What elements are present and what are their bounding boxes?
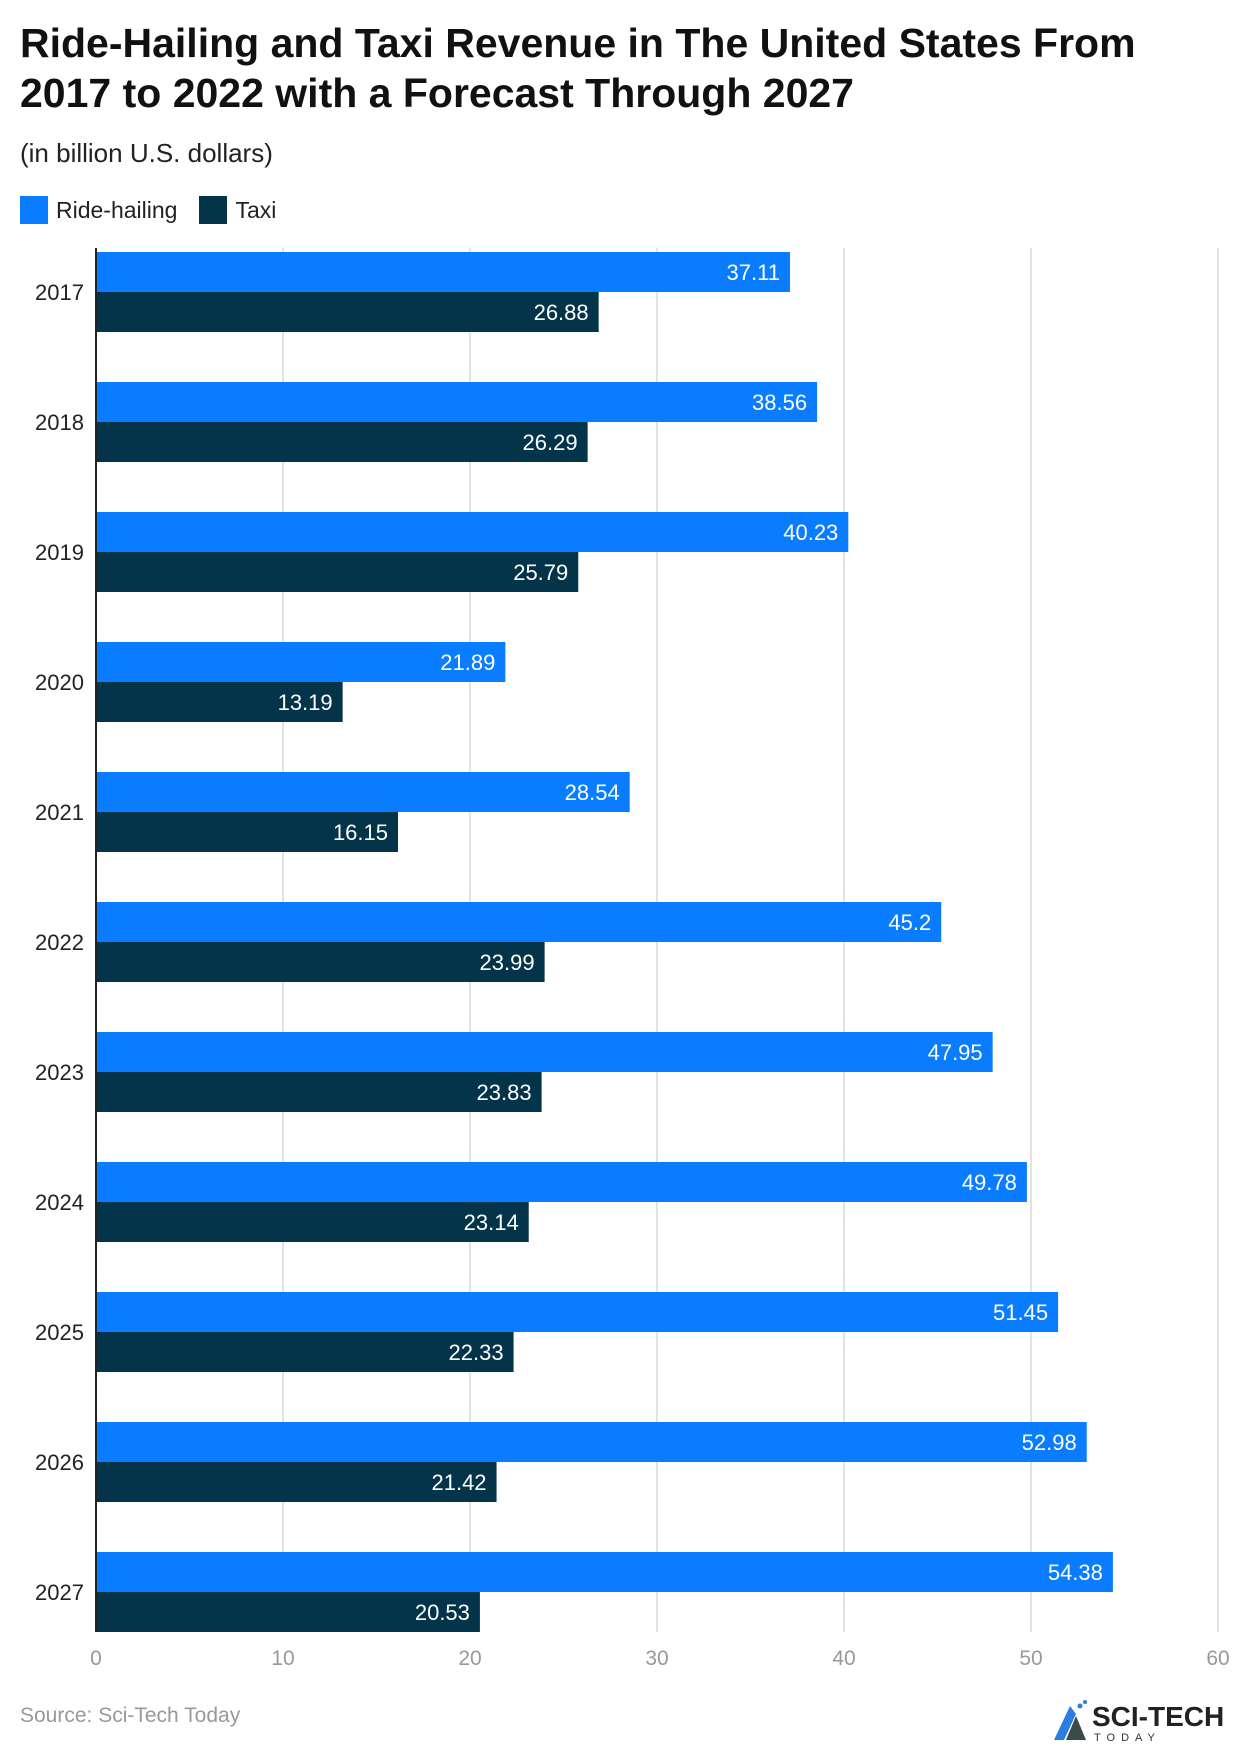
- data-label: 23.14: [464, 1210, 519, 1235]
- x-tick-label: 10: [271, 1647, 294, 1670]
- bar-ride-hailing-2020: [96, 642, 506, 682]
- bar-taxi-2026: [96, 1462, 497, 1502]
- y-category-label: 2020: [35, 670, 84, 695]
- data-label: 49.78: [962, 1170, 1017, 1195]
- bar-taxi-2020: [96, 682, 343, 722]
- x-tick-label: 30: [645, 1647, 668, 1670]
- data-label: 23.99: [480, 950, 535, 975]
- bar-ride-hailing-2025: [96, 1292, 1059, 1332]
- bar-ride-hailing-2026: [96, 1422, 1087, 1462]
- data-label: 38.56: [752, 390, 807, 415]
- bar-chart: 0 10 20 30 40 50 60 2017 37.11 26.88 2018 38.56 26.2…: [35, 248, 1230, 1670]
- y-category-label: 2027: [35, 1580, 84, 1605]
- legend-label: Taxi: [235, 196, 277, 223]
- data-label: 22.33: [449, 1340, 504, 1365]
- chart-title: Ride-Hailing and Taxi Revenue in The Uni…: [20, 20, 1136, 116]
- x-tick-label: 0: [90, 1647, 102, 1670]
- data-label: 13.19: [278, 690, 333, 715]
- y-category-label: 2017: [35, 280, 84, 305]
- bar-ride-hailing-2018: [96, 382, 818, 422]
- bar-taxi-2017: [96, 292, 599, 332]
- bar-ride-hailing-2021: [96, 772, 630, 812]
- data-label: 25.79: [513, 560, 568, 585]
- data-label: 20.53: [415, 1600, 470, 1625]
- bar-ride-hailing-2022: [96, 902, 942, 942]
- bar-taxi-2027: [96, 1592, 480, 1632]
- bar-ride-hailing-2027: [96, 1552, 1113, 1592]
- legend-item-ride-hailing: Ride-hailing: [20, 196, 177, 224]
- data-label: 28.54: [565, 780, 620, 805]
- data-label: 21.89: [440, 650, 495, 675]
- bar-taxi-2019: [96, 552, 579, 592]
- data-label: 26.29: [523, 430, 578, 455]
- bar-ride-hailing-2019: [96, 512, 849, 552]
- data-label: 26.88: [534, 300, 589, 325]
- bar-taxi-2022: [96, 942, 545, 982]
- data-label: 23.83: [477, 1080, 532, 1105]
- data-label: 47.95: [928, 1040, 983, 1065]
- y-category-label: 2018: [35, 410, 84, 435]
- data-label: 54.38: [1048, 1560, 1103, 1585]
- data-label: 21.42: [431, 1470, 486, 1495]
- bar-ride-hailing-2017: [96, 252, 790, 292]
- data-label: 51.45: [993, 1300, 1048, 1325]
- data-label: 45.2: [888, 910, 931, 935]
- bar-ride-hailing-2024: [96, 1162, 1027, 1202]
- y-category-label: 2022: [35, 930, 84, 955]
- y-category-label: 2023: [35, 1060, 84, 1085]
- y-category-label: 2025: [35, 1320, 84, 1345]
- legend-swatch-taxi: [199, 196, 228, 224]
- bar-taxi-2018: [96, 422, 588, 462]
- sci-tech-today-logo: SCI-TECH TODAY: [1052, 1698, 1227, 1742]
- bar-taxi-2025: [96, 1332, 514, 1372]
- legend-item-taxi: Taxi: [199, 196, 276, 224]
- data-label: 40.23: [783, 520, 838, 545]
- source-note: Source: Sci-Tech Today: [20, 1704, 241, 1727]
- data-label: 52.98: [1022, 1430, 1077, 1455]
- data-label: 37.11: [727, 260, 780, 285]
- y-category-label: 2024: [35, 1190, 84, 1215]
- x-tick-label: 20: [458, 1647, 481, 1670]
- bar-taxi-2023: [96, 1072, 542, 1112]
- bar-taxi-2024: [96, 1202, 529, 1242]
- y-category-label: 2021: [35, 800, 84, 825]
- legend-label: Ride-hailing: [56, 196, 178, 223]
- svg-text:SCI-TECH: SCI-TECH: [1092, 1701, 1224, 1732]
- legend-swatch-ride-hailing: [20, 196, 48, 224]
- legend: Ride-hailing Taxi: [20, 196, 298, 224]
- x-tick-label: 40: [832, 1647, 855, 1670]
- data-label: 16.15: [333, 820, 388, 845]
- x-tick-label: 60: [1206, 1647, 1229, 1670]
- chart-subtitle: (in billion U.S. dollars): [20, 138, 273, 168]
- svg-text:TODAY: TODAY: [1094, 1732, 1161, 1742]
- x-tick-label: 50: [1019, 1647, 1042, 1670]
- bar-ride-hailing-2023: [96, 1032, 993, 1072]
- y-category-label: 2026: [35, 1450, 84, 1475]
- bar-taxi-2021: [96, 812, 399, 852]
- y-category-label: 2019: [35, 540, 84, 565]
